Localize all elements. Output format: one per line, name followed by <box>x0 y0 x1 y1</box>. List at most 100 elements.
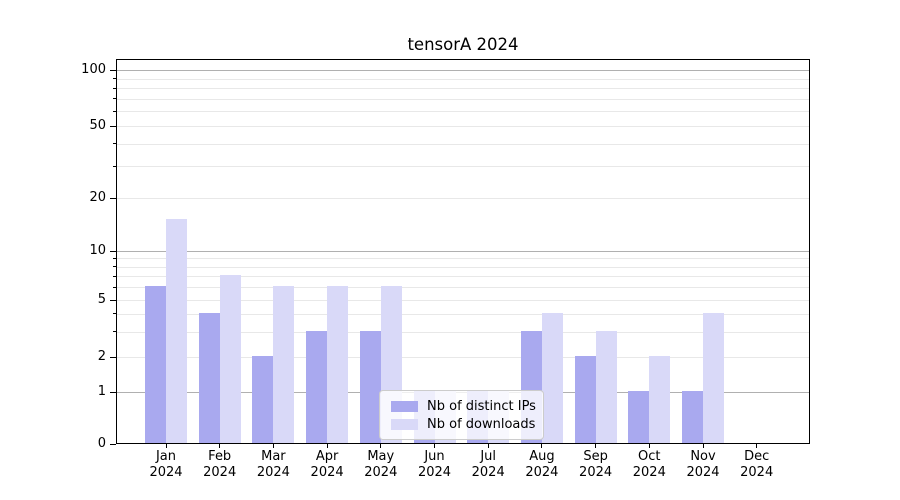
legend-item-downloads: Nb of downloads <box>391 415 537 433</box>
y-tick <box>110 443 116 445</box>
y-tick-minor <box>113 98 116 100</box>
y-tick <box>110 125 116 127</box>
y-tick-label: 1 <box>97 384 106 399</box>
x-tick-month: Sep <box>583 449 608 464</box>
x-tick-month: Mar <box>261 449 286 464</box>
x-tick-label: Aug 2024 <box>510 449 574 481</box>
x-tick-year: 2024 <box>310 465 344 480</box>
bar-nb-of-downloads <box>595 330 617 443</box>
y-tick-minor <box>113 313 116 315</box>
legend-item-distinct-ips: Nb of distinct IPs <box>391 397 537 415</box>
x-tick <box>219 444 221 448</box>
y-tick <box>110 391 116 393</box>
x-tick <box>648 444 650 448</box>
y-gridline-minor <box>117 258 809 260</box>
y-gridline-minor <box>117 287 809 289</box>
bar-nb-of-distinct-ips <box>574 356 596 443</box>
y-tick-label: 0 <box>97 436 106 451</box>
y-gridline-minor <box>117 98 809 100</box>
x-tick-year: 2024 <box>632 465 666 480</box>
x-tick <box>756 444 758 448</box>
x-tick-month: Dec <box>744 449 770 464</box>
x-tick-label: Sep 2024 <box>564 449 628 481</box>
y-gridline-minor <box>117 88 809 90</box>
x-tick-label: Apr 2024 <box>295 449 359 481</box>
x-tick-label: Dec 2024 <box>725 449 789 481</box>
legend: Nb of distinct IPs Nb of downloads <box>379 390 544 440</box>
y-tick-minor <box>113 87 116 89</box>
y-gridline-minor <box>117 198 809 199</box>
y-tick-minor <box>113 286 116 288</box>
x-tick-label: Mar 2024 <box>241 449 305 481</box>
x-tick-year: 2024 <box>256 465 290 480</box>
x-tick-year: 2024 <box>149 465 183 480</box>
legend-label-downloads: Nb of downloads <box>427 416 536 432</box>
y-tick <box>110 69 116 71</box>
x-tick-month: Jul <box>480 449 497 464</box>
x-tick-month: May <box>367 449 395 464</box>
bar-nb-of-distinct-ips <box>359 330 381 443</box>
x-tick-label: Feb 2024 <box>188 449 252 481</box>
plot-area: Nb of distinct IPs Nb of downloads <box>116 59 810 444</box>
x-tick-month: Aug <box>529 449 555 464</box>
x-tick-month: Jun <box>424 449 445 464</box>
bar-nb-of-distinct-ips <box>682 391 703 443</box>
bar-nb-of-distinct-ips <box>628 391 650 443</box>
y-tick-label: 100 <box>81 62 106 77</box>
y-gridline-minor <box>117 111 809 113</box>
x-tick <box>272 444 274 448</box>
x-tick-month: Apr <box>315 449 339 464</box>
x-tick-label: Jun 2024 <box>403 449 467 481</box>
x-tick-year: 2024 <box>471 465 505 480</box>
bar-nb-of-downloads <box>649 356 671 443</box>
y-gridline-minor <box>117 166 809 168</box>
x-tick-month: Oct <box>638 449 661 464</box>
x-tick-month: Feb <box>208 449 232 464</box>
x-tick <box>434 444 435 448</box>
x-tick <box>326 444 328 448</box>
y-gridline-major <box>117 70 809 71</box>
bar-nb-of-distinct-ips <box>306 330 328 443</box>
y-gridline-minor <box>117 313 809 315</box>
x-tick-year: 2024 <box>417 465 452 480</box>
bar-nb-of-downloads <box>166 219 187 443</box>
y-tick-label: 5 <box>97 292 106 307</box>
y-tick-label: 10 <box>89 243 106 258</box>
bar-nb-of-distinct-ips <box>252 356 274 443</box>
y-tick-minor <box>113 257 116 259</box>
legend-swatch-downloads <box>391 418 418 430</box>
y-tick-label: 20 <box>89 190 106 205</box>
x-tick-label: Jul 2024 <box>456 449 520 481</box>
y-gridline-minor <box>117 331 809 333</box>
y-tick-minor <box>113 165 116 167</box>
x-tick <box>541 444 543 448</box>
x-tick-label: Oct 2024 <box>617 449 681 481</box>
y-tick-minor <box>113 78 116 79</box>
x-tick-year: 2024 <box>740 465 774 480</box>
x-tick-year: 2024 <box>525 465 559 480</box>
x-tick <box>702 444 704 448</box>
x-tick-year: 2024 <box>364 465 398 480</box>
y-tick-minor <box>113 266 116 268</box>
bar-nb-of-downloads <box>219 275 241 443</box>
x-tick-label: May 2024 <box>349 449 413 481</box>
y-tick-minor <box>113 275 116 277</box>
bar-nb-of-downloads <box>703 312 724 443</box>
x-tick-month: Nov <box>690 449 716 464</box>
bar-nb-of-downloads <box>273 286 295 443</box>
x-tick-year: 2024 <box>686 465 720 480</box>
bar-nb-of-distinct-ips <box>145 286 166 443</box>
bar-nb-of-downloads <box>327 286 349 443</box>
x-tick-label: Nov 2024 <box>671 449 735 481</box>
y-tick <box>110 356 116 358</box>
y-tick <box>110 299 116 301</box>
y-tick-minor <box>113 143 116 145</box>
y-tick-label: 2 <box>97 349 106 364</box>
legend-label-distinct-ips: Nb of distinct IPs <box>427 398 536 414</box>
bar-nb-of-downloads <box>541 312 563 443</box>
y-gridline-minor <box>117 78 809 80</box>
legend-swatch-distinct-ips <box>391 400 418 412</box>
x-tick <box>487 444 489 448</box>
x-tick-year: 2024 <box>203 465 237 480</box>
